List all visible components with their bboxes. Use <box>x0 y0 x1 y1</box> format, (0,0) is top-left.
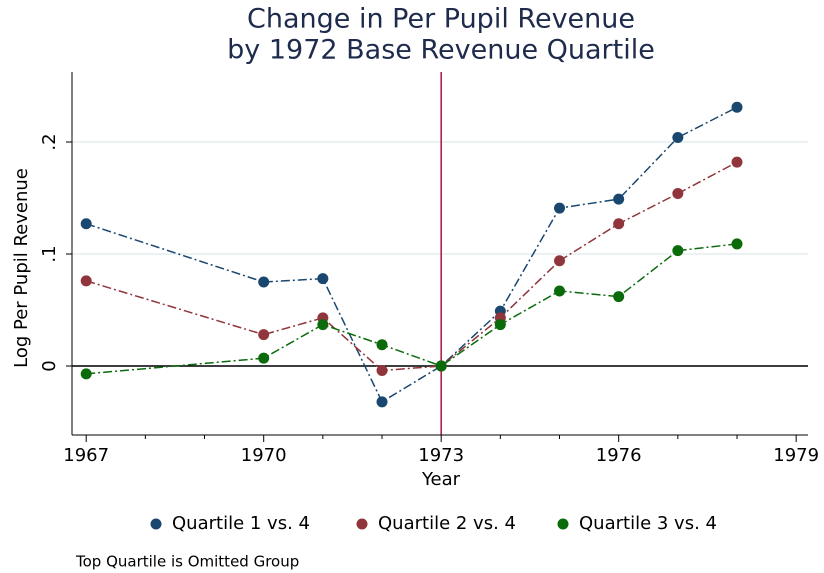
y-tick-label: .1 <box>39 245 60 262</box>
point <box>613 193 625 205</box>
point <box>613 291 625 303</box>
point <box>258 329 270 341</box>
legend-marker <box>356 518 368 530</box>
y-axis-label: Log Per Pupil Revenue <box>11 168 32 368</box>
point <box>258 276 270 288</box>
chart-title: by 1972 Base Revenue Quartile <box>227 35 655 66</box>
point <box>376 339 388 351</box>
point <box>258 352 270 364</box>
point <box>731 238 743 250</box>
point <box>80 218 92 230</box>
point <box>80 275 92 287</box>
y-tick-label: 0 <box>39 360 60 371</box>
point <box>494 319 506 331</box>
x-tick-label: 1970 <box>241 445 287 466</box>
point <box>613 218 625 230</box>
point <box>731 156 743 168</box>
point <box>672 132 684 144</box>
point <box>672 188 684 200</box>
legend-marker <box>557 518 569 530</box>
x-tick-label: 1967 <box>63 445 109 466</box>
point <box>317 319 329 331</box>
point <box>435 360 447 372</box>
x-axis-label: Year <box>421 469 461 490</box>
series-line <box>85 161 738 372</box>
chart-title: Change in Per Pupil Revenue <box>247 4 635 35</box>
series-line <box>85 106 738 403</box>
legend-label: Quartile 3 vs. 4 <box>579 513 717 534</box>
x-tick-label: 1979 <box>773 445 819 466</box>
legend-label: Quartile 1 vs. 4 <box>172 513 310 534</box>
point <box>672 245 684 257</box>
point <box>376 364 388 376</box>
point <box>80 368 92 380</box>
legend-marker <box>150 518 162 530</box>
point <box>376 396 388 408</box>
point <box>731 101 743 113</box>
point <box>554 255 566 267</box>
point <box>554 202 566 214</box>
y-tick-label: .2 <box>39 133 60 150</box>
point <box>317 273 329 285</box>
x-tick-label: 1976 <box>596 445 642 466</box>
point <box>554 285 566 297</box>
note: Top Quartile is Omitted Group <box>75 553 299 571</box>
series-line <box>86 243 738 375</box>
x-tick-label: 1973 <box>418 445 464 466</box>
legend-label: Quartile 2 vs. 4 <box>378 513 516 534</box>
